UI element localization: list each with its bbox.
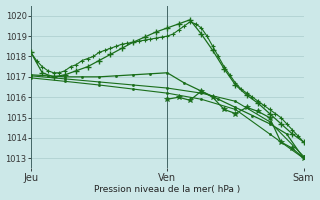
X-axis label: Pression niveau de la mer( hPa ): Pression niveau de la mer( hPa ) [94,185,240,194]
